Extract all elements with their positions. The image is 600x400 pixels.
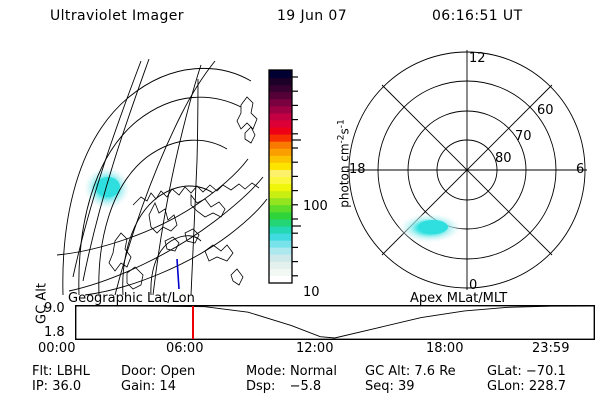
footer-gain: Gain: 14 xyxy=(121,379,176,394)
footer-flt: Flt: LBHL xyxy=(32,364,90,379)
footer-door: Door: Open xyxy=(121,364,195,379)
mlat-ring-label-80: 80 xyxy=(495,151,512,166)
footer-dsp-label: Dsp: xyxy=(246,379,276,394)
mlt-label-0: 0 xyxy=(469,278,477,293)
footer-door-value: Open xyxy=(160,364,196,379)
colorbar-gradient xyxy=(268,69,301,284)
footer-gcalt-value: 7.6 Re xyxy=(414,364,456,379)
footer-mode-label: Mode: xyxy=(246,364,286,379)
instrument-title: Ultraviolet Imager xyxy=(50,8,184,24)
footer-glat-label: GLat: xyxy=(487,364,522,379)
orbit-xtick-4: 23:59 xyxy=(532,341,570,356)
orbit-xtick-0: 00:00 xyxy=(38,341,76,356)
orbit-ytick-high: 9.0 xyxy=(44,301,65,316)
footer-flt-label: Flt: xyxy=(32,364,53,379)
aurora-patch-geographic xyxy=(83,166,131,210)
mlt-label-18: 18 xyxy=(349,162,366,177)
orbit-xtick-3: 18:00 xyxy=(426,341,464,356)
mlat-ring-label-60: 60 xyxy=(537,103,554,118)
observation-date: 19 Jun 07 xyxy=(277,8,348,24)
mlt-label-6: 6 xyxy=(576,162,584,177)
terminator-line xyxy=(72,58,150,282)
footer-glon-label: GLon: xyxy=(487,379,525,394)
footer-flt-value: LBHL xyxy=(56,364,90,379)
footer-ip: IP: 36.0 xyxy=(32,379,81,394)
footer-glat: GLat: −70.1 xyxy=(487,364,566,379)
footer-gain-label: Gain: xyxy=(121,379,156,394)
footer-mode-value: Normal xyxy=(289,364,337,379)
observation-time: 06:16:51 UT xyxy=(432,8,523,24)
time-cursor[interactable] xyxy=(192,306,194,339)
orbit-xtick-2: 12:00 xyxy=(296,341,334,356)
footer-ip-value: 36.0 xyxy=(52,379,82,394)
footer-glon: GLon: 228.7 xyxy=(487,379,566,394)
footer-dsp-value: −5.8 xyxy=(289,379,322,394)
apex-mlat-mlt-plot: 12 18 6 0 60 70 80 xyxy=(345,45,595,295)
orbit-altitude-curve xyxy=(75,306,594,338)
coastline-outlines xyxy=(108,96,260,290)
mlt-label-12: 12 xyxy=(469,51,486,66)
mlt-dial-canvas: 12 18 6 0 60 70 80 xyxy=(347,50,587,293)
footer-seq-label: Seq: xyxy=(365,379,394,394)
orbit-ytick-low: 1.8 xyxy=(44,325,65,340)
colorbar-tick-group xyxy=(292,76,301,277)
aurora-patch-mlt xyxy=(398,213,462,243)
orbit-altitude-canvas xyxy=(74,304,595,340)
footer-gcalt-label: GC Alt: xyxy=(365,364,411,379)
mlat-ring-label-70: 70 xyxy=(515,129,532,144)
left-plot-caption: Geographic Lat/Lon xyxy=(68,291,195,306)
geographic-plot-canvas xyxy=(56,58,268,296)
footer-mode: Mode: Normal xyxy=(246,364,337,379)
longitude-gridlines xyxy=(56,60,268,296)
orbit-altitude-chart[interactable] xyxy=(74,304,595,340)
footer-gain-value: 14 xyxy=(159,379,176,394)
colorbar-panel: photon cm-2s-1 100 10 xyxy=(265,60,352,300)
footer-gcalt: GC Alt: 7.6 Re xyxy=(365,364,456,379)
footer-ip-label: IP: xyxy=(32,379,49,394)
footer-door-label: Door: xyxy=(121,364,157,379)
footer-seq: Seq: 39 xyxy=(365,379,415,394)
orbit-xtick-1: 06:00 xyxy=(166,341,204,356)
colorbar-tick-label-10: 10 xyxy=(303,285,320,300)
colorbar-swatch-group xyxy=(269,70,292,283)
footer-glat-value: −70.1 xyxy=(525,364,566,379)
footer-glon-value: 228.7 xyxy=(528,379,567,394)
geographic-latlon-plot xyxy=(55,45,270,296)
right-plot-caption: Apex MLat/MLT xyxy=(410,291,508,306)
footer-dsp: Dsp: −5.8 xyxy=(246,379,321,394)
colorbar-tick-label-100: 100 xyxy=(303,199,328,214)
orbit-track-segment xyxy=(176,258,180,290)
mlt-spokes xyxy=(347,50,587,290)
footer-seq-value: 39 xyxy=(398,379,415,394)
